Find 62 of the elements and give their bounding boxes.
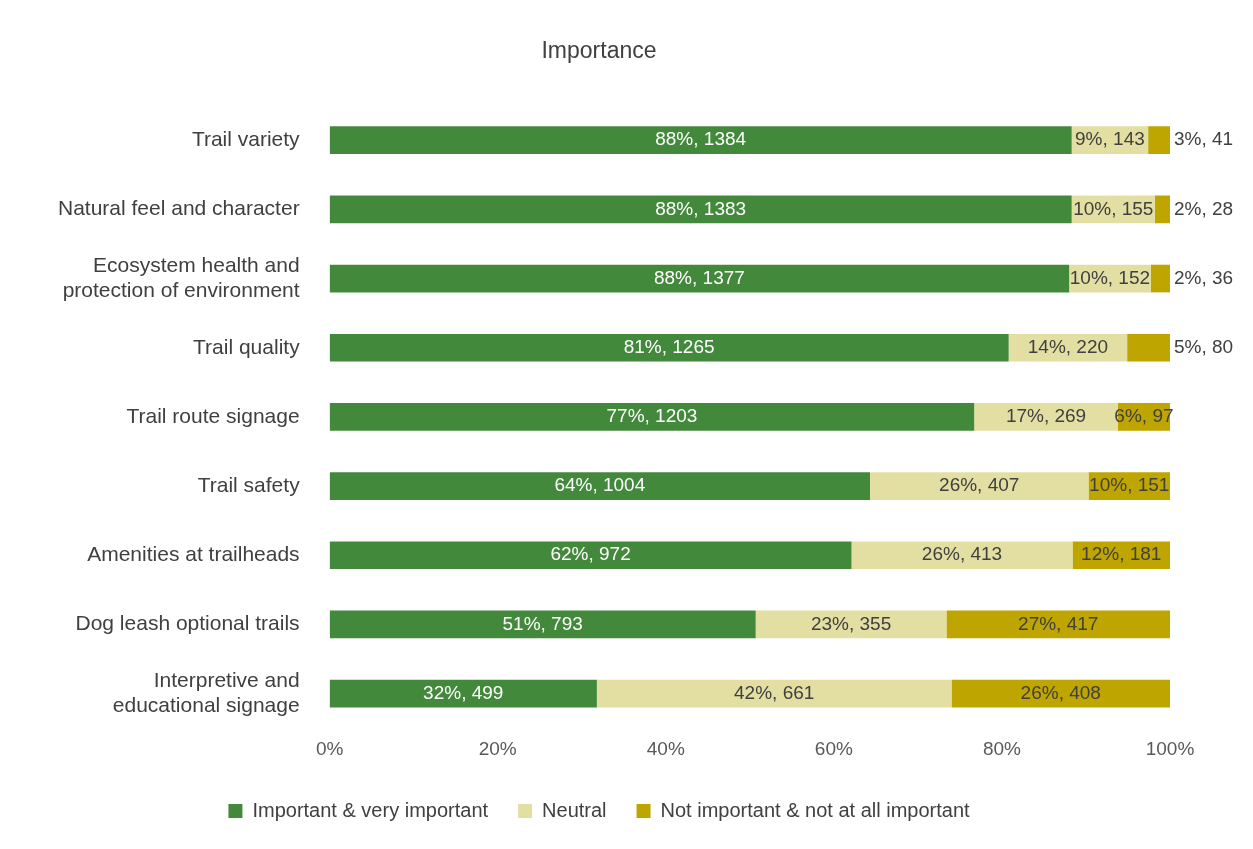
data-label: 10%, 151: [1089, 474, 1170, 496]
data-label: 23%, 355: [810, 612, 892, 634]
y-tick-label: Dog leash optional trails: [75, 611, 300, 635]
data-label: 88%, 1384: [655, 128, 747, 150]
bar: [329, 541, 852, 570]
x-tick-label: 40%: [646, 737, 685, 759]
bar: [596, 679, 952, 708]
data-label: 62%, 972: [550, 543, 631, 565]
data-label: 12%, 181: [1081, 543, 1162, 565]
data-label: 88%, 1383: [655, 197, 747, 219]
x-tick-label: 20%: [478, 737, 517, 759]
bar: [1148, 126, 1170, 155]
data-label: 51%, 793: [502, 612, 583, 634]
bar: [329, 403, 975, 431]
y-tick-label: Amenities at trailheads: [87, 542, 300, 566]
y-tick-label: Natural feel and character: [57, 196, 300, 220]
bar: [329, 126, 1072, 155]
bar: [1127, 333, 1170, 362]
x-tick-label: 100%: [1145, 737, 1195, 759]
bar: [851, 541, 1073, 570]
data-label: 2%, 36: [1174, 266, 1234, 288]
bar: [329, 610, 756, 639]
data-label: 81%, 1265: [623, 335, 715, 357]
data-label: 14%, 220: [1027, 335, 1109, 357]
y-tick-label: Trail quality: [193, 334, 301, 358]
bar: [329, 264, 1070, 293]
data-label: 5%, 80: [1174, 335, 1234, 357]
bar: [869, 472, 1089, 500]
legend-label: Important & very important: [252, 798, 489, 821]
bar: [329, 679, 597, 708]
data-label: 2%, 28: [1174, 197, 1234, 219]
legend-label: Neutral: [542, 798, 607, 821]
y-tick-label: Interpretive and educational signage: [112, 667, 300, 717]
data-label: 3%, 41: [1174, 128, 1234, 150]
data-label: 32%, 499: [423, 681, 504, 703]
bar: [1150, 264, 1170, 293]
data-label: 26%, 408: [1020, 681, 1101, 703]
data-label: 27%, 417: [1018, 612, 1099, 634]
bar: [329, 333, 1009, 362]
x-tick-label: 80%: [982, 737, 1022, 759]
legend-label: Not important & not at all important: [660, 798, 971, 821]
chart-title: Importance: [541, 37, 657, 64]
bar: [946, 610, 1170, 639]
y-tick-label: Trail route signage: [126, 403, 300, 427]
data-label: 10%, 155: [1073, 197, 1154, 219]
data-label: 26%, 413: [921, 543, 1003, 565]
y-tick-label: Trail variety: [191, 126, 301, 150]
data-label: 9%, 143: [1075, 128, 1145, 150]
bar: [329, 472, 870, 500]
data-label: 17%, 269: [1005, 405, 1087, 427]
data-label: 64%, 1004: [554, 474, 646, 496]
data-label: 88%, 1377: [653, 266, 745, 288]
data-label: 10%, 152: [1069, 266, 1151, 288]
y-tick-label: Trail safety: [197, 472, 301, 496]
x-tick-label: 60%: [814, 737, 853, 759]
data-label: 42%, 661: [734, 681, 815, 703]
data-label: 26%, 407: [939, 474, 1020, 496]
y-tick-label: Ecosystem health and protection of environment: [62, 252, 300, 301]
data-label: 77%, 1203: [606, 405, 698, 427]
bar: [329, 195, 1072, 224]
x-tick-label: 0%: [315, 737, 344, 759]
bar: [1154, 195, 1170, 224]
